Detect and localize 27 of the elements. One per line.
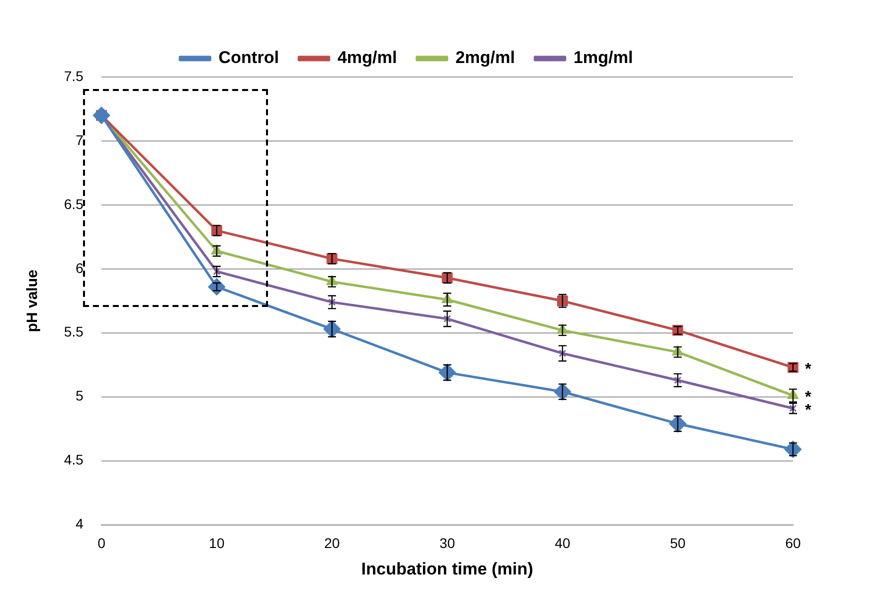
x-tick-label: 60 (785, 535, 801, 552)
y-tick-label: 5 (76, 388, 84, 404)
legend-label: 1mg/ml (573, 48, 634, 68)
x-tick-label: 50 (670, 535, 686, 552)
x-axis-title: Incubation time (min) (361, 559, 534, 578)
x-tick-label: 30 (439, 535, 456, 552)
annotation: * (805, 402, 812, 419)
x-tick-label: 40 (554, 535, 570, 552)
annotation: * (805, 360, 812, 378)
y-axis-title: pH value (24, 270, 42, 332)
point (92, 106, 110, 124)
y-tick-label: 4 (76, 516, 84, 532)
y-tick-label: 6.5 (64, 196, 84, 212)
y-tick-label: 4.5 (64, 452, 84, 468)
point (558, 350, 566, 358)
y-tick-label: 7.5 (64, 68, 84, 84)
point (208, 278, 226, 296)
legend-label: 2mg/ml (455, 48, 515, 68)
legend-label: 4mg/ml (337, 48, 397, 68)
y-tick-label: 5.5 (64, 324, 84, 340)
legend-label: Control (218, 48, 279, 68)
x-tick-label: 20 (324, 535, 340, 552)
y-tick-label: 6 (76, 260, 84, 276)
x-tick-label: 10 (208, 535, 225, 552)
point (784, 440, 802, 458)
x-tick-label: 0 (98, 535, 106, 552)
y-tick-label: 7 (76, 132, 84, 148)
